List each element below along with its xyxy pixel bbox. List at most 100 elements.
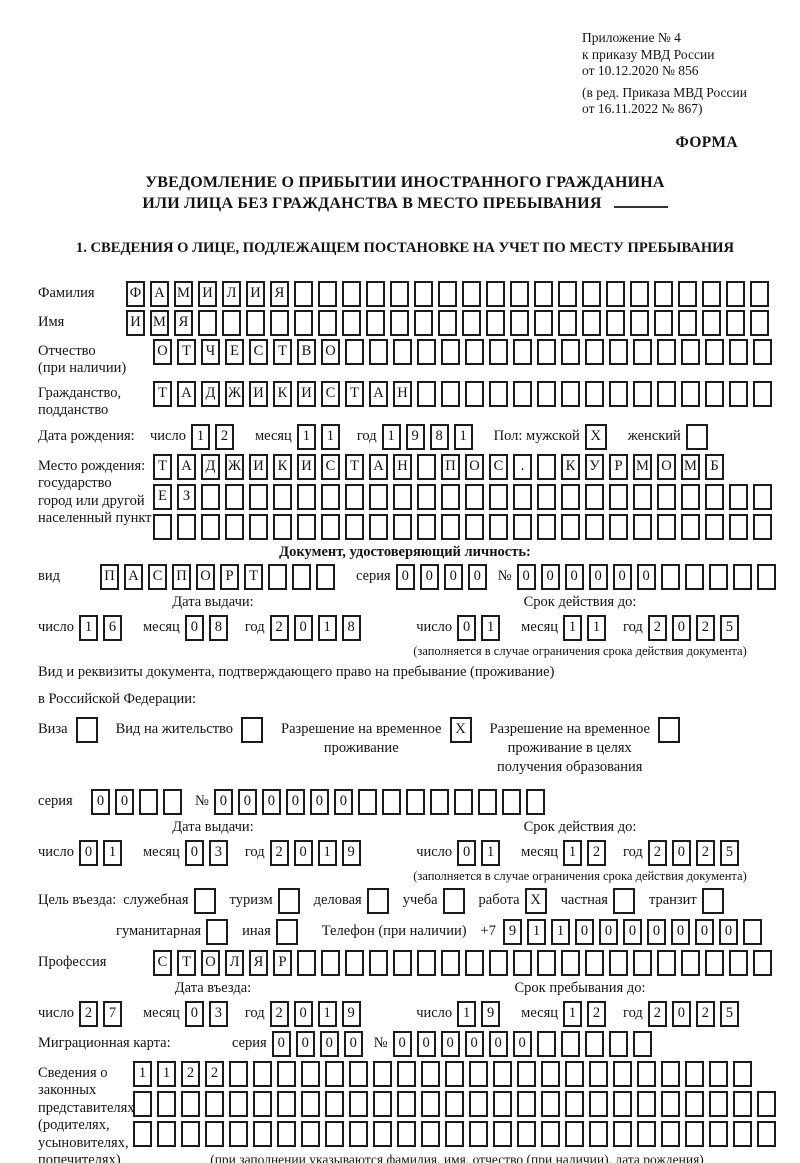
residence-valid-month-cell[interactable]: 1 bbox=[563, 839, 583, 866]
surname-cell[interactable] bbox=[630, 280, 649, 307]
representative-cell[interactable] bbox=[277, 1090, 296, 1117]
doc-number-cell[interactable] bbox=[708, 563, 728, 590]
valid-month-cell[interactable]: 1 bbox=[587, 614, 607, 641]
representative-cell[interactable] bbox=[205, 1120, 224, 1147]
representative-cell[interactable] bbox=[229, 1120, 248, 1147]
patronymic-cell[interactable]: О bbox=[321, 338, 340, 365]
representative-cell[interactable] bbox=[709, 1090, 728, 1117]
representative-cell[interactable] bbox=[181, 1090, 200, 1117]
doc-type-cell[interactable]: П bbox=[100, 563, 119, 590]
valid-month-cell[interactable]: 1 bbox=[563, 614, 583, 641]
profession-cell[interactable]: О bbox=[201, 949, 220, 976]
patronymic-cell[interactable] bbox=[441, 338, 460, 365]
representative-cell[interactable] bbox=[541, 1090, 560, 1117]
birth-place-cell[interactable] bbox=[441, 483, 460, 510]
representative-cell[interactable] bbox=[541, 1120, 560, 1147]
representative-cell[interactable] bbox=[685, 1120, 704, 1147]
birth-place-cell[interactable]: М bbox=[681, 453, 700, 480]
patronymic-cell[interactable] bbox=[609, 338, 628, 365]
representative-cell[interactable] bbox=[637, 1060, 656, 1087]
representative-cell[interactable] bbox=[469, 1060, 488, 1087]
representative-cell[interactable] bbox=[397, 1060, 416, 1087]
representative-cell[interactable] bbox=[613, 1120, 632, 1147]
representative-cell[interactable] bbox=[253, 1060, 272, 1087]
citizenship-cell[interactable]: А bbox=[369, 380, 388, 407]
representative-cell[interactable] bbox=[589, 1120, 608, 1147]
birth-year-cell[interactable]: 1 bbox=[453, 423, 473, 450]
mc-number-cell[interactable]: 0 bbox=[416, 1030, 436, 1057]
representative-cell[interactable] bbox=[325, 1120, 344, 1147]
birth-place-cell[interactable]: Е bbox=[153, 483, 172, 510]
representative-cell[interactable] bbox=[469, 1090, 488, 1117]
representative-cell[interactable] bbox=[349, 1090, 368, 1117]
mc-number-cell[interactable] bbox=[632, 1030, 652, 1057]
representative-cell[interactable]: 2 bbox=[181, 1060, 200, 1087]
residence-issue-year-cell[interactable]: 2 bbox=[269, 839, 289, 866]
patronymic-cell[interactable]: Е bbox=[225, 338, 244, 365]
issue-day-cell[interactable]: 1 bbox=[78, 614, 98, 641]
birth-year-cell[interactable]: 9 bbox=[405, 423, 425, 450]
surname-cell[interactable] bbox=[558, 280, 577, 307]
citizenship-cell[interactable] bbox=[417, 380, 436, 407]
stay-day-cell[interactable]: 1 bbox=[457, 1000, 477, 1027]
representative-cell[interactable] bbox=[277, 1120, 296, 1147]
birth-place-cell[interactable]: С bbox=[321, 453, 340, 480]
birth-place-cell[interactable] bbox=[225, 513, 244, 540]
study-checkbox[interactable] bbox=[442, 887, 465, 914]
birth-place-cell[interactable]: Ж bbox=[225, 453, 244, 480]
patronymic-cell[interactable]: Т bbox=[273, 338, 292, 365]
representative-cell[interactable] bbox=[613, 1060, 632, 1087]
doc-type-cell[interactable] bbox=[316, 563, 335, 590]
profession-cell[interactable] bbox=[369, 949, 388, 976]
birth-place-cell[interactable] bbox=[681, 513, 700, 540]
birth-place-cell[interactable] bbox=[441, 513, 460, 540]
patronymic-cell[interactable] bbox=[465, 338, 484, 365]
stay-year-cell[interactable]: 0 bbox=[671, 1000, 691, 1027]
representative-cell[interactable] bbox=[301, 1060, 320, 1087]
surname-cell[interactable] bbox=[438, 280, 457, 307]
surname-cell[interactable] bbox=[294, 280, 313, 307]
profession-cell[interactable] bbox=[537, 949, 556, 976]
representative-cell[interactable] bbox=[733, 1120, 752, 1147]
birth-place-cell[interactable] bbox=[393, 513, 412, 540]
visa-checkbox[interactable] bbox=[75, 716, 98, 743]
given-name-cell[interactable] bbox=[438, 309, 457, 336]
surname-cell[interactable] bbox=[318, 280, 337, 307]
given-name-cell[interactable] bbox=[414, 309, 433, 336]
transit-checkbox[interactable] bbox=[701, 887, 724, 914]
birth-place-cell[interactable] bbox=[729, 483, 748, 510]
citizenship-cell[interactable] bbox=[489, 380, 508, 407]
valid-year-cell[interactable]: 2 bbox=[647, 614, 667, 641]
representative-cell[interactable] bbox=[517, 1090, 536, 1117]
profession-cell[interactable]: Р bbox=[273, 949, 292, 976]
residence-valid-day-cell[interactable]: 1 bbox=[481, 839, 501, 866]
representative-cell[interactable] bbox=[517, 1060, 536, 1087]
representative-cell[interactable] bbox=[469, 1120, 488, 1147]
entry-year-cell[interactable]: 9 bbox=[341, 1000, 361, 1027]
citizenship-cell[interactable] bbox=[465, 380, 484, 407]
surname-cell[interactable] bbox=[534, 280, 553, 307]
mc-series-cell[interactable]: 0 bbox=[271, 1030, 291, 1057]
representative-cell[interactable] bbox=[253, 1090, 272, 1117]
representative-cell[interactable] bbox=[349, 1120, 368, 1147]
surname-cell[interactable]: И bbox=[246, 280, 265, 307]
citizenship-cell[interactable]: Ж bbox=[225, 380, 244, 407]
mc-number-cell[interactable]: 0 bbox=[440, 1030, 460, 1057]
residence-number-cell[interactable]: 0 bbox=[285, 788, 305, 815]
birth-place-cell[interactable]: Р bbox=[609, 453, 628, 480]
given-name-cell[interactable] bbox=[390, 309, 409, 336]
residence-number-cell[interactable] bbox=[501, 788, 521, 815]
representative-cell[interactable]: 1 bbox=[133, 1060, 152, 1087]
representative-cell[interactable] bbox=[205, 1090, 224, 1117]
citizenship-cell[interactable] bbox=[705, 380, 724, 407]
birth-place-cell[interactable] bbox=[321, 483, 340, 510]
surname-cell[interactable] bbox=[414, 280, 433, 307]
residence-number-cell[interactable]: 0 bbox=[309, 788, 329, 815]
citizenship-cell[interactable] bbox=[657, 380, 676, 407]
doc-number-cell[interactable] bbox=[660, 563, 680, 590]
representative-cell[interactable] bbox=[325, 1060, 344, 1087]
doc-type-cell[interactable]: П bbox=[172, 563, 191, 590]
surname-cell[interactable]: Л bbox=[222, 280, 241, 307]
valid-year-cell[interactable]: 2 bbox=[695, 614, 715, 641]
representative-cell[interactable] bbox=[133, 1120, 152, 1147]
